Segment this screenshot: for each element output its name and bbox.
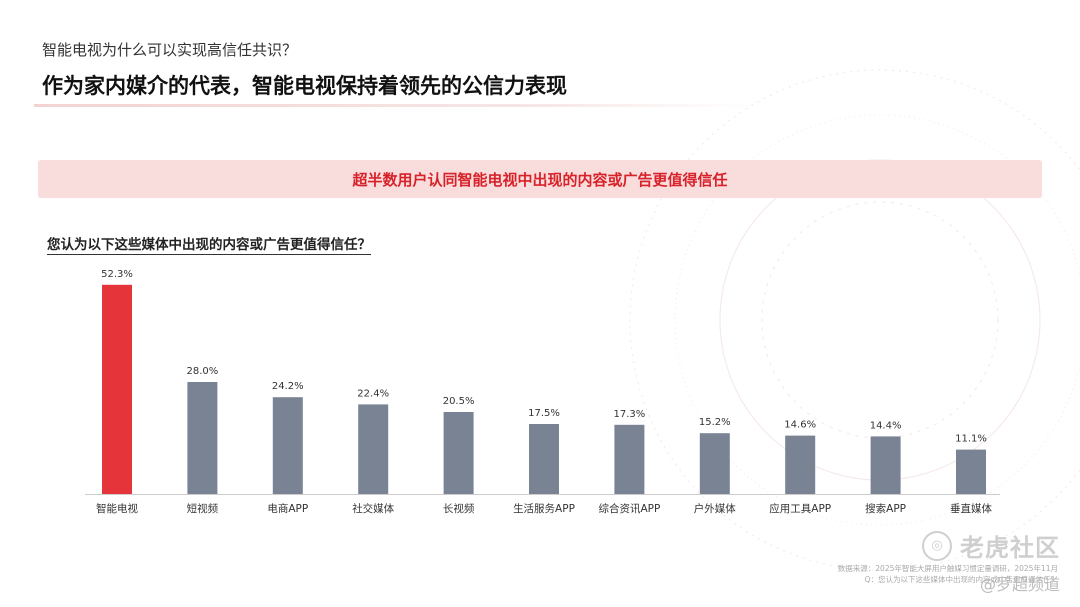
watermark-handle: @罗超频道 <box>979 575 1060 594</box>
bar <box>272 397 303 494</box>
bar <box>358 404 389 494</box>
category-label: 搜索APP <box>865 502 906 515</box>
key-finding-banner: 超半数用户认同智能电视中出现的内容或广告更值得信任 <box>38 160 1042 198</box>
title-divider <box>34 104 754 107</box>
data-label: 52.3% <box>101 269 133 280</box>
key-finding-text: 超半数用户认同智能电视中出现的内容或广告更值得信任 <box>352 170 728 189</box>
category-label: 生活服务APP <box>513 502 575 515</box>
bar <box>529 424 559 494</box>
question-note: Q：您认为以下这些媒体中出现的内容或广告更值得信任？ <box>864 575 1058 584</box>
section-eyebrow: 智能电视为什么可以实现高信任共识？ <box>42 41 298 59</box>
source-text: 数据来源：2025年智能大屏用户触媒习惯定量调研，2025年11月 <box>837 564 1058 573</box>
page-title: 作为家内媒介的代表，智能电视保持着领先的公信力表现 <box>42 74 567 98</box>
category-label: 电商APP <box>267 502 308 515</box>
bar <box>699 433 730 494</box>
data-label: 14.6% <box>784 420 816 431</box>
data-label: 17.3% <box>614 409 646 420</box>
bar <box>187 382 218 494</box>
category-label: 户外媒体 <box>694 502 736 515</box>
bar <box>870 436 901 494</box>
watermark-brand: 老虎社区 <box>960 534 1060 562</box>
data-label: 11.1% <box>955 434 987 445</box>
category-label: 长视频 <box>443 502 475 515</box>
category-label: 应用工具APP <box>769 502 831 515</box>
data-label: 20.5% <box>443 396 475 407</box>
bar <box>956 449 986 494</box>
bar <box>102 284 132 494</box>
data-label: 15.2% <box>699 417 731 428</box>
survey-question: 您认为以下这些媒体中出现的内容或广告更值得信任？ <box>47 233 371 255</box>
bar <box>443 412 474 494</box>
source-footnote: 数据来源：2025年智能大屏用户触媒习惯定量调研，2025年11月 Q：您认为以… <box>838 563 1058 585</box>
data-label: 17.5% <box>528 408 560 419</box>
category-label: 社交媒体 <box>352 502 394 515</box>
category-label: 智能电视 <box>96 502 138 515</box>
category-label: 垂直媒体 <box>950 502 992 515</box>
data-label: 14.4% <box>870 420 902 431</box>
tiger-community-logo-icon: ◎ <box>922 530 952 561</box>
watermark: ◎ 老虎社区 <box>922 528 1060 563</box>
bar <box>614 424 645 494</box>
data-label: 22.4% <box>357 388 389 399</box>
category-label: 综合资讯APP <box>598 502 660 515</box>
category-label: 短视频 <box>187 502 219 515</box>
bar <box>785 435 816 494</box>
data-label: 24.2% <box>272 381 304 392</box>
data-label: 28.0% <box>187 366 219 377</box>
